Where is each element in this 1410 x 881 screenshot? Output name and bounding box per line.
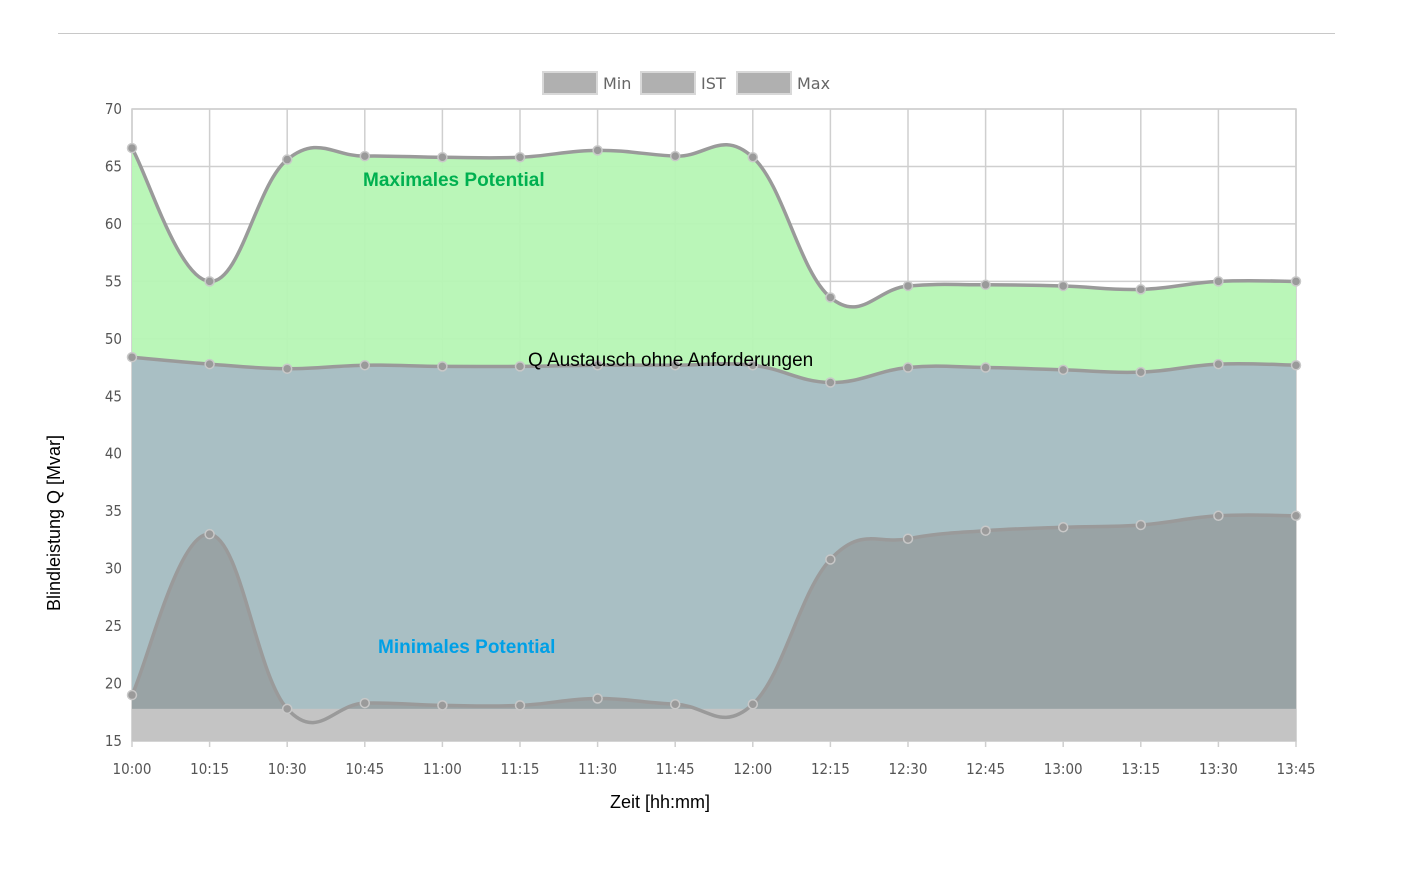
point-ist <box>1290 359 1302 371</box>
point-min <box>1135 519 1147 531</box>
annotation-max-potential: Maximales Potential <box>363 170 545 191</box>
point-ist <box>126 351 138 363</box>
point-ist <box>592 359 603 371</box>
x-axis-ticks: 10:00 10:15 10:30 10:45 11:00 11:15 11:30 11:45… <box>113 760 1316 778</box>
chart-areas <box>132 144 1296 741</box>
x-tick-label: 11:30 <box>578 760 617 778</box>
y-axis-title: Blindleistung Q [Mvar] <box>44 435 64 611</box>
x-tick-label: 10:45 <box>345 760 384 778</box>
point-max <box>1135 284 1147 295</box>
point-ist <box>1057 364 1069 376</box>
top-divider-line <box>58 33 1335 34</box>
point-max <box>592 145 603 156</box>
x-tick-label: 12:30 <box>889 760 928 778</box>
x-tick-label: 11:45 <box>656 760 695 778</box>
legend-label: Min <box>603 74 631 93</box>
x-tick-label: 11:15 <box>501 760 540 778</box>
annotation-ist-exchange: Q Austausch ohne Anforderungen <box>528 350 813 371</box>
x-tick-label: 12:00 <box>733 760 772 778</box>
x-tick-label: 10:30 <box>268 760 307 778</box>
point-ist <box>980 362 991 373</box>
point-min <box>1290 510 1302 522</box>
x-tick-label: 12:15 <box>811 760 850 778</box>
y-tick-label: 50 <box>105 330 122 348</box>
y-tick-label: 70 <box>105 100 122 118</box>
line-ist <box>131 355 1297 385</box>
point-max <box>437 152 448 163</box>
point-max <box>902 280 914 292</box>
point-min <box>825 554 836 565</box>
area-max-potential <box>132 144 1296 383</box>
point-min <box>1213 510 1224 522</box>
x-axis-title: Zeit [hh:mm] <box>610 792 710 812</box>
point-ist <box>825 377 836 388</box>
point-min <box>669 698 681 710</box>
point-min <box>592 693 603 704</box>
y-tick-label: 15 <box>105 732 122 750</box>
y-tick-label: 30 <box>105 560 122 578</box>
point-min <box>980 525 991 536</box>
legend-swatch <box>736 71 792 95</box>
y-tick-label: 65 <box>105 157 122 175</box>
point-max <box>514 152 526 163</box>
x-tick-label: 10:00 <box>113 760 152 778</box>
point-max <box>126 142 138 154</box>
point-ist <box>359 359 371 371</box>
point-max <box>747 152 759 163</box>
point-min <box>437 700 448 711</box>
point-max <box>1057 280 1069 292</box>
point-max <box>1290 276 1302 287</box>
y-tick-label: 60 <box>105 215 122 233</box>
point-ist <box>902 362 914 373</box>
point-ist <box>669 359 681 371</box>
y-tick-label: 55 <box>105 272 122 290</box>
x-tick-label: 13:15 <box>1121 760 1160 778</box>
x-tick-label: 13:45 <box>1277 760 1316 778</box>
point-min <box>204 528 215 540</box>
point-max <box>669 150 681 162</box>
point-ist <box>204 358 215 370</box>
y-tick-label: 25 <box>105 617 122 635</box>
point-min <box>281 703 293 715</box>
point-max <box>825 292 836 303</box>
point-ist <box>1135 366 1147 378</box>
legend-label: IST <box>701 74 726 93</box>
point-min <box>359 697 371 709</box>
point-max <box>359 150 371 162</box>
point-ist <box>514 361 526 372</box>
point-ist <box>437 361 448 372</box>
y-tick-label: 35 <box>105 502 122 520</box>
x-tick-label: 13:30 <box>1199 760 1238 778</box>
x-tick-label: 10:15 <box>190 760 229 778</box>
chart-points <box>126 142 1302 715</box>
point-max <box>1213 276 1224 287</box>
point-ist <box>281 363 293 374</box>
point-min <box>902 533 914 545</box>
legend-label: Max <box>797 74 830 93</box>
x-tick-label: 12:45 <box>966 760 1005 778</box>
x-tick-label: 11:00 <box>423 760 462 778</box>
y-tick-label: 40 <box>105 445 122 463</box>
x-tick-label: 13:00 <box>1044 760 1083 778</box>
legend-swatch <box>640 71 696 95</box>
chart-legend: Min IST Max <box>542 71 830 95</box>
point-max <box>204 276 215 287</box>
point-min <box>126 689 138 701</box>
point-min <box>1057 522 1069 533</box>
legend-swatch <box>542 71 598 95</box>
point-min <box>747 698 759 710</box>
line-min <box>130 513 1297 725</box>
point-ist <box>747 359 759 371</box>
y-axis-ticks: 15 20 25 30 35 40 45 50 55 60 65 70 <box>105 100 122 750</box>
annotation-min-potential: Minimales Potential <box>378 637 555 658</box>
y-tick-label: 45 <box>105 387 122 405</box>
point-max <box>281 154 293 165</box>
area-min-potential <box>132 514 1296 741</box>
y-tick-label: 20 <box>105 675 122 693</box>
point-min <box>514 700 526 711</box>
point-max <box>980 279 991 291</box>
point-ist <box>1213 358 1224 370</box>
